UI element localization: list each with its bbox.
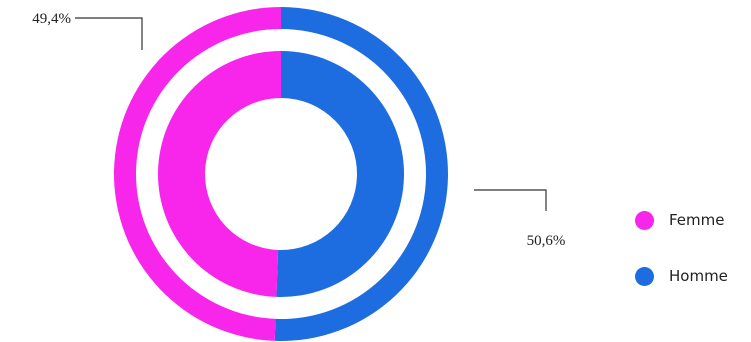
leader-line-femme bbox=[75, 17, 143, 50]
legend-label-homme: Homme bbox=[669, 267, 728, 285]
legend-item-homme[interactable]: Homme bbox=[635, 262, 728, 290]
outer-ring-slice-homme[interactable] bbox=[274, 7, 448, 341]
outer-ring bbox=[113, 7, 448, 341]
legend-item-femme[interactable]: Femme bbox=[635, 206, 728, 234]
inner-ring bbox=[158, 51, 405, 297]
data-label-femme: 49,4% bbox=[32, 11, 71, 27]
legend-swatch-homme bbox=[635, 266, 654, 286]
legend: Femme Homme bbox=[635, 206, 728, 318]
outer-ring-slice-femme[interactable] bbox=[113, 7, 282, 341]
legend-label-femme: Femme bbox=[669, 211, 725, 229]
inner-ring-slice-femme[interactable] bbox=[158, 51, 281, 297]
data-label-homme: 50,6% bbox=[527, 233, 566, 249]
legend-swatch-femme bbox=[635, 210, 654, 230]
inner-ring-slice-homme[interactable] bbox=[276, 51, 405, 297]
leader-line-homme bbox=[474, 189, 547, 211]
